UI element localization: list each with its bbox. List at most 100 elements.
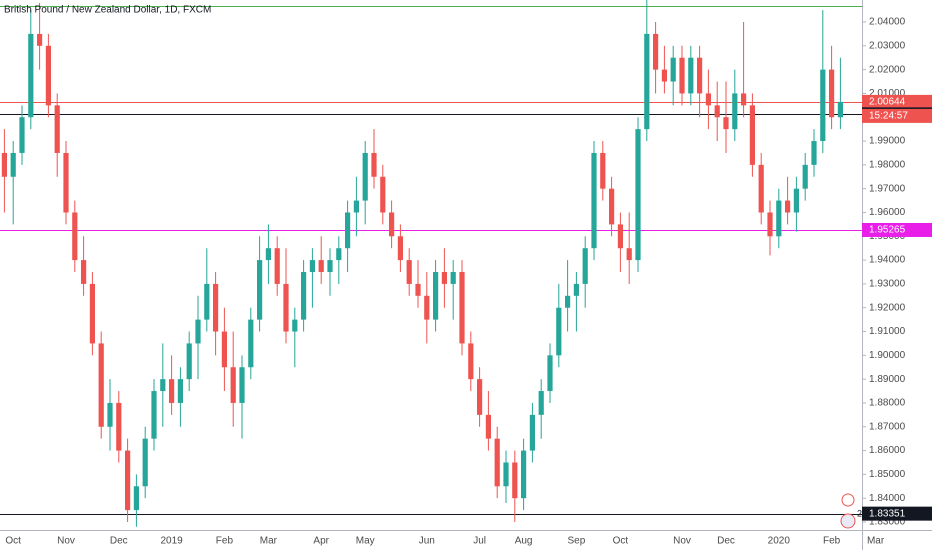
candle-body — [609, 188, 615, 225]
candle-body — [485, 414, 491, 439]
candle-body — [186, 343, 192, 380]
y-tick-label: 1.84000 — [869, 493, 906, 504]
candle-body — [477, 379, 483, 415]
y-tick-label: 1.85000 — [869, 469, 906, 480]
x-tick-label: Mar — [260, 536, 278, 547]
event-count: 2 — [857, 508, 862, 518]
plot-area — [0, 0, 862, 527]
y-tick-label: 1.86000 — [869, 445, 906, 456]
candle-body — [617, 224, 623, 249]
candle-body — [837, 101, 843, 118]
candle-body — [318, 260, 324, 272]
candle-body — [213, 283, 219, 332]
candle-body — [767, 212, 773, 237]
candle-body — [679, 57, 685, 94]
candle-body — [705, 93, 711, 106]
candle-body — [468, 343, 474, 380]
x-tick-label: Dec — [717, 536, 735, 547]
y-tick-label: 1.91000 — [869, 326, 906, 337]
candle-body — [89, 283, 95, 344]
event-icon[interactable] — [841, 493, 855, 507]
x-tick-label: Feb — [216, 536, 234, 547]
candle-body — [10, 152, 16, 177]
price-label-box — [862, 94, 932, 109]
candle-body — [283, 283, 289, 332]
candle-body — [494, 438, 500, 487]
candle-body — [248, 319, 254, 368]
x-tick-label: Feb — [823, 536, 841, 547]
candle-body — [345, 212, 351, 249]
candle-body — [644, 33, 650, 130]
x-tick-label: Oct — [5, 536, 21, 547]
candle-body — [389, 212, 395, 237]
candle-body — [512, 462, 518, 499]
x-tick-label: Sep — [568, 536, 586, 547]
y-tick-label: 2.01000 — [869, 88, 906, 99]
candle-body — [133, 486, 139, 511]
y-tick-label: 2.03000 — [869, 40, 906, 51]
y-tick-label: 1.83000 — [869, 517, 906, 528]
x-tick-label: Mar — [867, 536, 885, 547]
candle-body — [239, 367, 245, 403]
candle-body — [785, 200, 791, 213]
candle-body — [301, 272, 307, 320]
candle-body — [732, 93, 738, 130]
candle-body — [1, 152, 7, 177]
candle-body — [362, 152, 368, 201]
x-tick-label: 2020 — [768, 536, 791, 547]
candle-body — [556, 307, 562, 356]
candle-body — [221, 331, 227, 368]
candle-body — [591, 152, 597, 249]
y-tick-label: 1.89000 — [869, 374, 906, 385]
x-tick-label: Apr — [313, 536, 329, 547]
candle-body — [204, 283, 210, 320]
event-icon[interactable] — [840, 513, 856, 529]
price-label: 1.95265 — [869, 225, 906, 236]
candle-body — [406, 260, 412, 284]
candle-body — [793, 188, 799, 213]
candle-body — [565, 295, 571, 308]
price-label: 2.00644 — [869, 97, 906, 108]
candle-body — [353, 200, 359, 213]
candle-body — [292, 319, 298, 332]
y-tick-label: 1.98000 — [869, 159, 906, 170]
candle-body — [688, 57, 694, 94]
candle-body — [600, 152, 606, 189]
candle-body — [81, 260, 87, 284]
candle-body — [274, 248, 280, 284]
x-tick-label: Aug — [515, 536, 533, 547]
x-tick-label: Jun — [419, 536, 435, 547]
candle-body — [450, 272, 456, 284]
candle-body — [177, 379, 183, 403]
candle-body — [538, 391, 544, 415]
y-tick-label: 1.93000 — [869, 279, 906, 290]
price-label-box — [862, 506, 932, 521]
candle-body — [72, 212, 78, 261]
candle-body — [142, 438, 148, 487]
candle-body — [776, 200, 782, 237]
x-tick-label: May — [356, 536, 375, 547]
candle-body — [397, 236, 403, 261]
candle-body — [54, 105, 60, 153]
candle-body — [635, 129, 641, 261]
candle-body — [653, 33, 659, 70]
candle-body — [107, 402, 113, 427]
y-tick-label: 1.94000 — [869, 255, 906, 266]
y-tick-label: 1.87000 — [869, 421, 906, 432]
candle-body — [529, 414, 535, 451]
candle-body — [151, 391, 157, 439]
candle-body — [45, 45, 51, 106]
candle-body — [424, 295, 430, 320]
candle-body — [820, 69, 826, 142]
candle-body — [758, 164, 764, 213]
candle-body — [19, 117, 25, 153]
candle-body — [195, 319, 201, 344]
x-tick-label: Jul — [473, 536, 486, 547]
candle-body — [626, 248, 632, 261]
chart-title: British Pound / New Zealand Dollar, 1D, … — [4, 5, 211, 16]
candle-body — [371, 152, 377, 177]
x-tick-label: Oct — [613, 536, 629, 547]
y-tick-label: 1.92000 — [869, 302, 906, 313]
